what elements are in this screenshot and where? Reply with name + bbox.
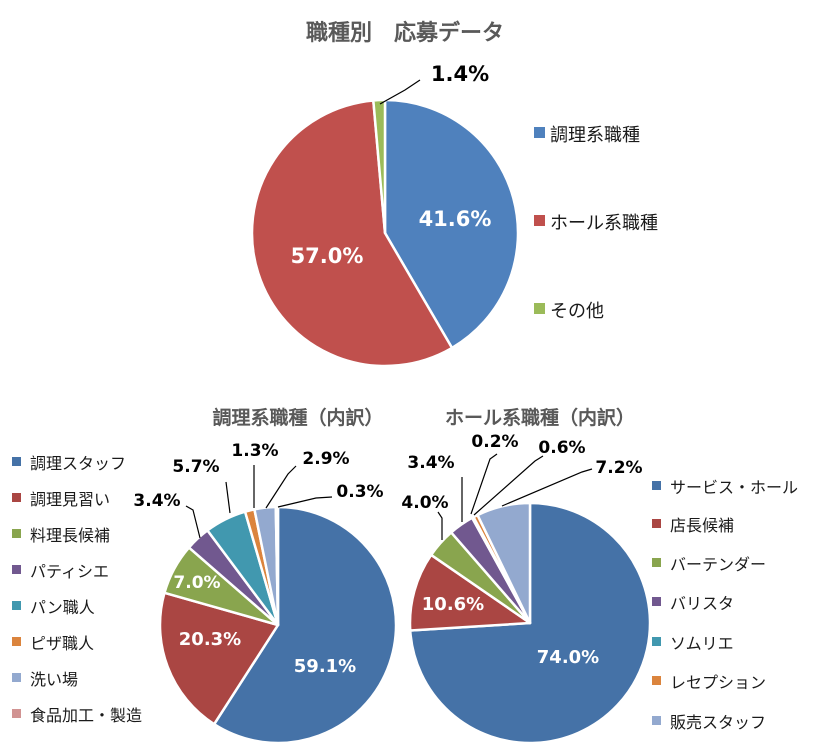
pie-slice-1-1 [158, 591, 280, 726]
legend-label-2-2: バーテンダー [670, 555, 766, 574]
leader-line-2-4 [470, 453, 498, 515]
legend-label-1-0: 調理スタッフ [30, 454, 126, 473]
data-label-1-1: 20.3% [179, 629, 241, 650]
data-label-2-3: 3.4% [407, 453, 454, 473]
legend-swatch-1-0 [12, 457, 21, 466]
legend-label-0-1: ホール系職種 [550, 213, 658, 234]
legend-label-2-0: サービス・ホール [670, 478, 798, 497]
legend-swatch-2-6 [652, 716, 661, 725]
legend-label-1-2: 料理長候補 [30, 526, 110, 545]
legend-label-2-6: 販売スタッフ [670, 713, 766, 732]
data-label-1-0: 59.1% [294, 656, 356, 677]
legend-label-2-5: レセプション [670, 673, 766, 692]
data-label-0-1: 57.0% [291, 244, 364, 268]
legend-swatch-0-0 [534, 127, 545, 138]
pie-slice-1-7 [274, 505, 280, 627]
leader-line-2-5 [473, 455, 544, 516]
legend-swatch-2-2 [652, 558, 661, 567]
legend-swatch-2-5 [652, 676, 661, 685]
legend-label-1-4: パン職人 [30, 598, 95, 617]
legend-swatch-1-1 [12, 493, 21, 502]
data-label-0-2: 1.4% [431, 62, 489, 86]
legend-swatch-2-1 [652, 519, 661, 528]
legend-swatch-1-4 [12, 601, 21, 610]
pie-slice-0-1 [250, 99, 454, 368]
leader-line-0-2 [379, 79, 421, 105]
leader-line-2-6 [501, 468, 593, 507]
legend-swatch-0-1 [534, 215, 545, 226]
leader-line-1-4 [225, 481, 231, 514]
data-label-0-0: 41.6% [419, 207, 492, 231]
legend-swatch-0-2 [534, 303, 545, 314]
chart-title: 職種別 応募データ [306, 20, 504, 46]
legend-label-1-1: 調理見習い [30, 490, 110, 509]
data-label-2-6: 7.2% [595, 458, 642, 478]
legend-label-2-4: ソムリエ [670, 634, 734, 653]
data-label-2-2: 4.0% [401, 493, 448, 513]
legend-swatch-1-3 [12, 565, 21, 574]
data-label-1-7: 0.3% [336, 482, 383, 502]
legend-label-1-6: 洗い場 [30, 670, 78, 689]
legend-label-0-2: その他 [550, 301, 604, 322]
legend-swatch-1-5 [12, 637, 21, 646]
legend-swatch-2-4 [652, 637, 661, 646]
data-label-1-6: 2.9% [302, 449, 349, 469]
legend-swatch-1-6 [12, 673, 21, 682]
data-label-1-4: 5.7% [172, 457, 219, 477]
leader-line-1-7 [277, 496, 333, 508]
chart-title: 調理系職種（内訳） [212, 406, 383, 429]
data-label-2-4: 0.2% [471, 432, 518, 452]
legend-label-1-5: ピザ職人 [30, 634, 94, 653]
leader-line-2-2 [437, 511, 443, 540]
legend-label-2-3: バリスタ [670, 594, 734, 613]
legend-swatch-2-0 [652, 481, 661, 490]
pie-slice-1-0 [212, 505, 398, 745]
legend-label-1-3: パティシエ [30, 562, 109, 581]
data-label-1-5: 1.3% [231, 441, 278, 461]
pie-slice-0-2 [372, 98, 387, 235]
data-label-1-3: 3.4% [133, 491, 180, 511]
pie-slice-0-0 [383, 98, 520, 350]
legend-swatch-2-3 [652, 597, 661, 606]
pie-slice-2-1 [408, 553, 532, 632]
leader-line-1-3 [185, 505, 201, 539]
legend-label-1-7: 食品加工・製造 [30, 706, 142, 725]
data-label-2-0: 74.0% [537, 647, 599, 668]
legend-label-0-0: 調理系職種 [550, 125, 640, 146]
data-label-2-5: 0.6% [538, 438, 585, 458]
chart-title: ホール系職種（内訳） [445, 406, 635, 429]
legend-label-2-1: 店長候補 [670, 516, 734, 535]
legend-swatch-1-2 [12, 529, 21, 538]
data-label-2-1: 10.6% [422, 594, 484, 615]
legend-swatch-1-7 [12, 709, 21, 718]
leader-line-1-6 [265, 465, 297, 509]
data-label-1-2: 7.0% [173, 573, 220, 593]
